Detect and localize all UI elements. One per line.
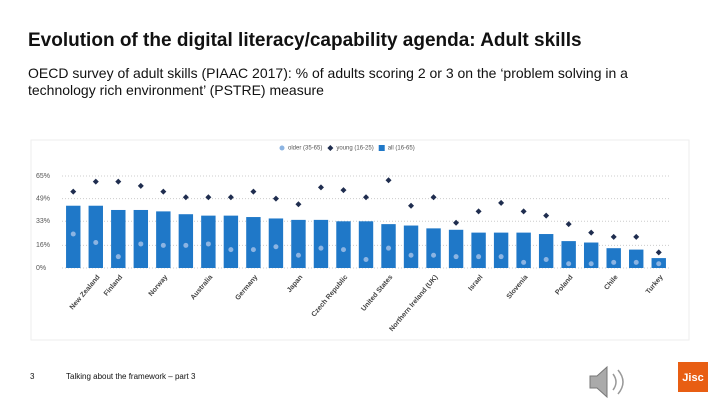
diamond bbox=[272, 195, 279, 202]
bar bbox=[583, 242, 599, 268]
y-tick-label: 65% bbox=[36, 173, 50, 180]
dot bbox=[228, 247, 234, 253]
diamond bbox=[588, 229, 595, 236]
diamond bbox=[205, 194, 212, 201]
legend-marker bbox=[279, 145, 285, 151]
footer: Talking about the framework – part 3 bbox=[66, 372, 196, 381]
bar bbox=[358, 221, 374, 268]
dot bbox=[588, 261, 594, 267]
dot bbox=[386, 245, 392, 251]
diamond bbox=[182, 194, 189, 201]
diamond bbox=[498, 199, 505, 206]
bar bbox=[606, 248, 621, 268]
y-tick-label: 0% bbox=[36, 265, 46, 272]
dot bbox=[250, 247, 256, 253]
diamond bbox=[543, 212, 550, 219]
dot bbox=[453, 254, 459, 260]
dot bbox=[70, 231, 76, 237]
y-tick-label: 33% bbox=[36, 218, 50, 225]
diamond bbox=[633, 233, 640, 240]
dot bbox=[318, 245, 324, 251]
dot bbox=[273, 244, 279, 250]
dot bbox=[498, 254, 504, 260]
dot bbox=[476, 254, 482, 260]
diamond bbox=[610, 233, 617, 240]
slide-subtitle: OECD survey of adult skills (PIAAC 2017)… bbox=[28, 65, 628, 98]
bar bbox=[246, 217, 261, 268]
dot bbox=[295, 252, 301, 258]
diamond bbox=[453, 219, 460, 226]
bar bbox=[538, 234, 554, 268]
dot bbox=[183, 242, 189, 248]
dot bbox=[543, 257, 549, 263]
diamond bbox=[92, 178, 99, 185]
diamond bbox=[385, 177, 392, 184]
legend-marker bbox=[378, 145, 385, 151]
diamond bbox=[115, 178, 122, 185]
bar bbox=[223, 215, 239, 268]
diamond bbox=[160, 188, 167, 195]
dot bbox=[340, 247, 346, 253]
bar bbox=[66, 205, 81, 268]
bar bbox=[493, 232, 509, 268]
diamond bbox=[340, 187, 347, 194]
bar bbox=[471, 232, 486, 268]
legend-label: all (16-65) bbox=[388, 146, 415, 152]
dot bbox=[160, 242, 166, 248]
diamond bbox=[295, 201, 302, 208]
bar bbox=[178, 214, 194, 268]
page-number: 3 bbox=[30, 372, 35, 381]
bar bbox=[561, 241, 576, 268]
bar bbox=[268, 218, 284, 268]
dot bbox=[521, 259, 527, 265]
legend-label: older (35-65) bbox=[288, 146, 322, 152]
diamond bbox=[70, 188, 77, 195]
bar bbox=[516, 232, 531, 268]
bar bbox=[403, 225, 419, 268]
diamond bbox=[520, 208, 527, 215]
dot bbox=[363, 257, 369, 263]
dot bbox=[408, 252, 414, 258]
dot bbox=[611, 259, 617, 265]
bar bbox=[111, 209, 126, 268]
diamond bbox=[227, 194, 234, 201]
dot bbox=[633, 259, 639, 265]
dot bbox=[205, 241, 211, 247]
y-tick-label: 16% bbox=[36, 242, 50, 249]
diamond bbox=[363, 194, 369, 201]
diamond bbox=[250, 188, 257, 195]
bar bbox=[133, 209, 149, 268]
dot bbox=[138, 241, 144, 247]
bar bbox=[291, 219, 306, 268]
dot bbox=[656, 261, 662, 267]
diamond bbox=[565, 221, 572, 228]
logo: Jisc bbox=[678, 362, 708, 392]
dot bbox=[93, 240, 99, 246]
dot bbox=[431, 252, 437, 258]
legend-marker bbox=[327, 145, 334, 151]
diamond bbox=[475, 208, 482, 215]
diamond bbox=[430, 194, 437, 201]
bar bbox=[448, 229, 464, 268]
diamond bbox=[137, 182, 144, 189]
dot bbox=[115, 254, 121, 260]
diamond bbox=[655, 249, 662, 256]
legend-label: young (16-25) bbox=[336, 146, 373, 152]
bar bbox=[313, 219, 329, 268]
bar bbox=[426, 228, 441, 268]
speaker-icon[interactable] bbox=[585, 362, 635, 402]
bar bbox=[336, 221, 351, 268]
diamond bbox=[317, 184, 324, 191]
diamond bbox=[408, 202, 415, 209]
dot bbox=[566, 261, 572, 267]
y-tick-label: 49% bbox=[36, 195, 50, 202]
slide-title: Evolution of the digital literacy/capabi… bbox=[28, 30, 582, 51]
bar bbox=[156, 211, 171, 268]
bar bbox=[88, 205, 103, 268]
bar bbox=[629, 249, 644, 268]
